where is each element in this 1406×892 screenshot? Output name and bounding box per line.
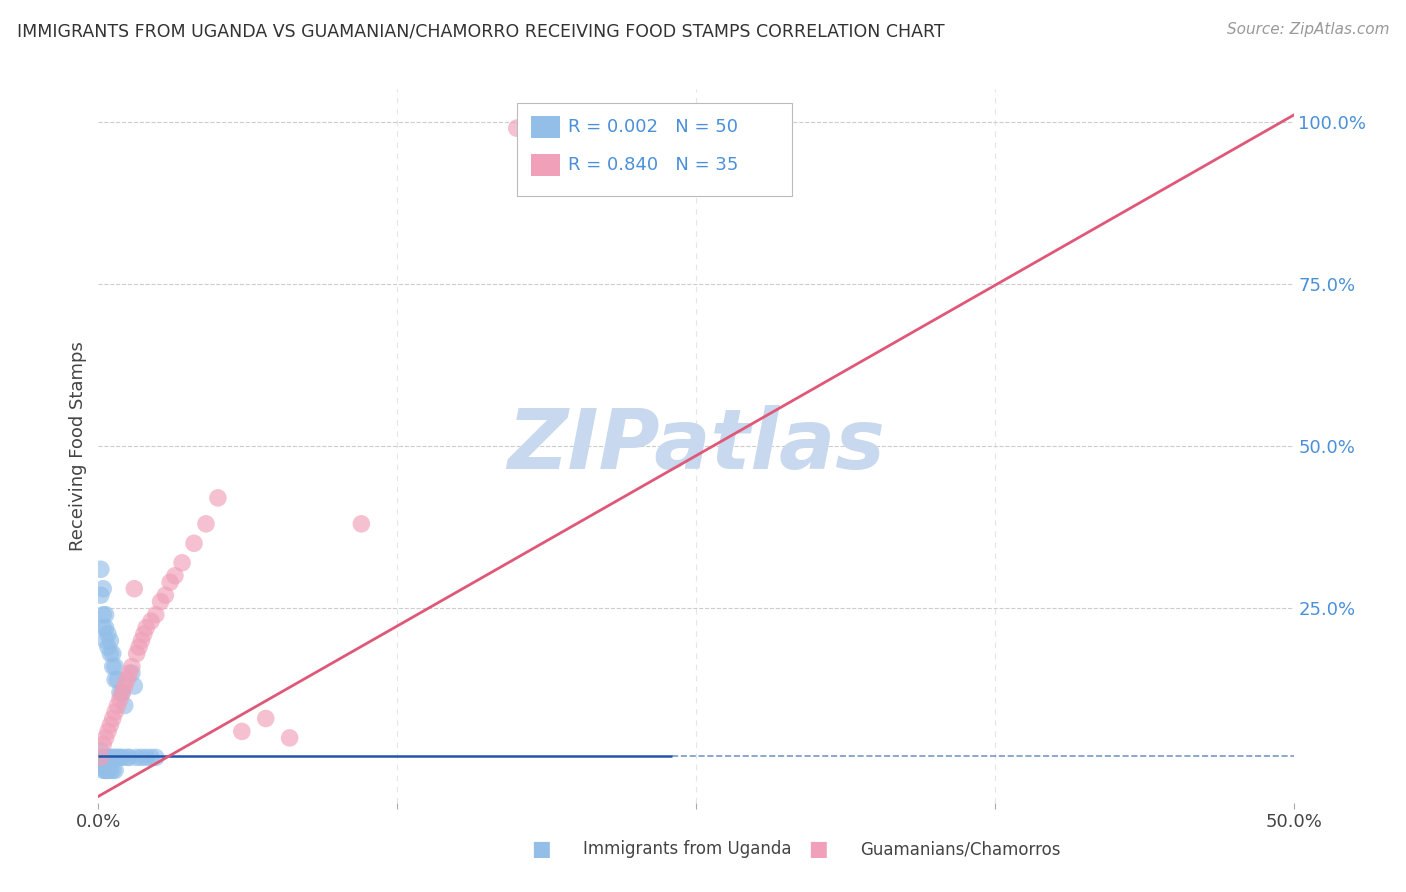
Point: [135, 750, 157, 764]
Text: R = 0.840   N = 35: R = 0.840 N = 35: [568, 156, 738, 174]
Point: [131, 633, 153, 648]
Point: [98, 647, 122, 661]
Text: ■: ■: [531, 839, 551, 859]
Point: [207, 491, 229, 505]
Point: [149, 595, 172, 609]
Point: [163, 568, 186, 582]
Point: [254, 711, 277, 725]
Point: [350, 516, 373, 531]
Point: [94, 764, 117, 778]
Point: [94, 750, 117, 764]
Point: [97, 750, 120, 764]
Point: [104, 750, 127, 764]
Point: [108, 685, 131, 699]
Point: [114, 698, 136, 713]
Text: IMMIGRANTS FROM UGANDA VS GUAMANIAN/CHAMORRO RECEIVING FOOD STAMPS CORRELATION C: IMMIGRANTS FROM UGANDA VS GUAMANIAN/CHAM…: [17, 22, 945, 40]
Point: [97, 756, 120, 771]
Point: [101, 659, 124, 673]
Y-axis label: Receiving Food Stamps: Receiving Food Stamps: [69, 341, 87, 551]
Point: [104, 705, 127, 719]
Point: [121, 666, 143, 681]
Point: [115, 673, 138, 687]
Point: [124, 679, 146, 693]
Point: [121, 659, 143, 673]
Text: Guamanians/Chamorros: Guamanians/Chamorros: [860, 840, 1062, 858]
Point: [90, 750, 112, 764]
Point: [145, 607, 167, 622]
Point: [139, 750, 162, 764]
Text: R = 0.002   N = 50: R = 0.002 N = 50: [568, 118, 738, 136]
Text: ZIPatlas: ZIPatlas: [508, 406, 884, 486]
Point: [97, 724, 120, 739]
Point: [94, 731, 117, 745]
Point: [90, 756, 112, 771]
Point: [98, 718, 122, 732]
Point: [101, 764, 124, 778]
Point: [111, 685, 134, 699]
Point: [118, 666, 141, 681]
Point: [97, 627, 120, 641]
Point: [139, 614, 162, 628]
Point: [104, 673, 127, 687]
Point: [101, 750, 124, 764]
Text: Immigrants from Uganda: Immigrants from Uganda: [583, 840, 792, 858]
Point: [108, 750, 131, 764]
Point: [90, 744, 112, 758]
Text: Source: ZipAtlas.com: Source: ZipAtlas.com: [1226, 22, 1389, 37]
Point: [506, 121, 529, 136]
Point: [111, 685, 134, 699]
Point: [115, 750, 138, 764]
FancyBboxPatch shape: [517, 103, 792, 196]
Point: [195, 516, 218, 531]
Point: [98, 750, 122, 764]
Point: [145, 750, 167, 764]
Point: [107, 673, 129, 687]
Point: [91, 764, 114, 778]
Point: [97, 640, 120, 654]
Point: [114, 679, 136, 693]
Point: [90, 562, 112, 576]
FancyBboxPatch shape: [531, 154, 560, 176]
Point: [107, 698, 129, 713]
Point: [131, 750, 153, 764]
Point: [91, 621, 114, 635]
Point: [91, 607, 114, 622]
Point: [183, 536, 205, 550]
Point: [97, 764, 120, 778]
Point: [118, 750, 141, 764]
Point: [124, 582, 146, 596]
Point: [135, 621, 157, 635]
Point: [91, 750, 114, 764]
Point: [155, 588, 177, 602]
Point: [231, 724, 253, 739]
Point: [125, 750, 148, 764]
Point: [104, 659, 127, 673]
Point: [125, 647, 148, 661]
Point: [104, 764, 127, 778]
Point: [107, 750, 129, 764]
Point: [108, 692, 131, 706]
Point: [101, 647, 124, 661]
Point: [94, 764, 117, 778]
Point: [172, 556, 194, 570]
Point: [128, 640, 150, 654]
Point: [111, 750, 134, 764]
Point: [94, 756, 117, 771]
Text: ■: ■: [808, 839, 828, 859]
Point: [101, 711, 124, 725]
Point: [159, 575, 181, 590]
Point: [98, 756, 122, 771]
Point: [94, 621, 117, 635]
Point: [90, 588, 112, 602]
Point: [278, 731, 301, 745]
Point: [94, 607, 117, 622]
Point: [98, 764, 122, 778]
Point: [91, 582, 114, 596]
Point: [91, 738, 114, 752]
Point: [132, 627, 155, 641]
Point: [98, 633, 122, 648]
FancyBboxPatch shape: [531, 116, 560, 137]
Point: [94, 633, 117, 648]
